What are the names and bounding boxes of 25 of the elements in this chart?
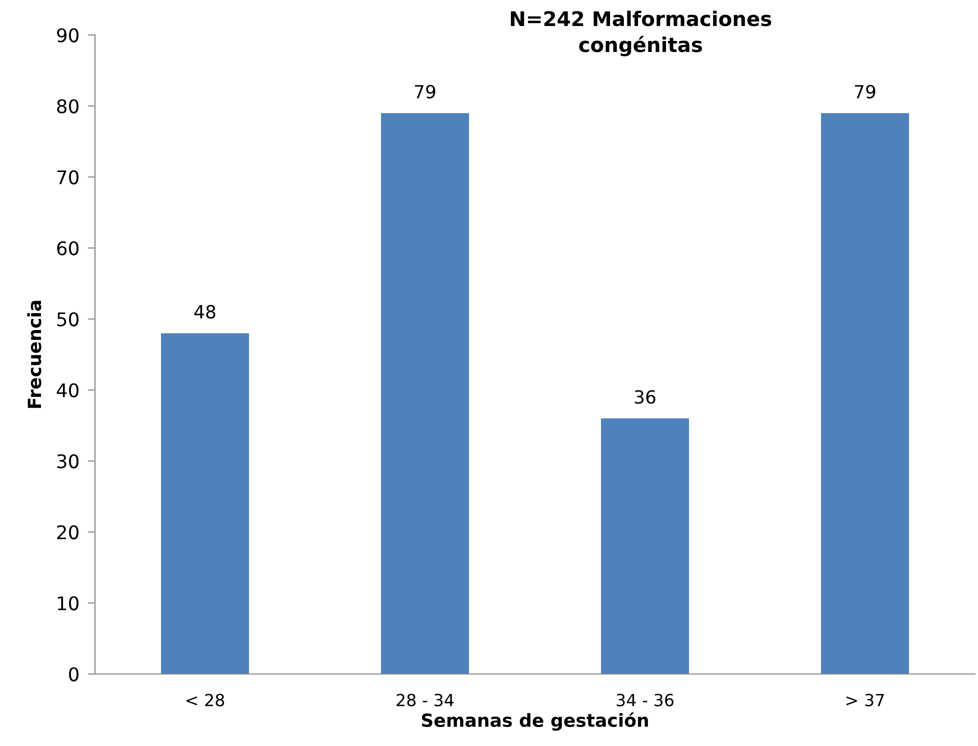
x-tick-label: > 37 xyxy=(846,694,884,706)
x-tick-label: 34 - 36 xyxy=(616,694,674,706)
bar xyxy=(161,333,249,674)
bar xyxy=(381,113,469,674)
y-tick-label: 70 xyxy=(57,170,78,184)
y-tick-label: 60 xyxy=(57,241,78,256)
x-tick-label: < 28 xyxy=(186,694,224,706)
data-label: 79 xyxy=(414,84,436,98)
data-label: 48 xyxy=(194,304,216,319)
y-tick-label: 20 xyxy=(57,525,78,540)
y-tick-label: 10 xyxy=(58,596,78,610)
y-tick-label: 30 xyxy=(57,454,78,468)
y-tick-label: 50 xyxy=(57,312,78,326)
bar xyxy=(821,113,909,674)
y-tick-label: 90 xyxy=(57,28,78,42)
data-label: 79 xyxy=(854,84,876,98)
data-label: 36 xyxy=(634,390,656,404)
x-axis-title: Semanas de gestación xyxy=(422,712,648,731)
bar xyxy=(601,418,689,674)
y-axis-title: Frecuencia xyxy=(27,300,42,408)
x-tick-label: 28 - 34 xyxy=(396,694,454,706)
y-tick-label: 80 xyxy=(57,99,78,114)
y-tick-label: 0 xyxy=(69,667,78,682)
y-tick-label: 40 xyxy=(56,383,78,398)
chart-title: N=242 Malformaciones congénitas xyxy=(510,10,772,56)
